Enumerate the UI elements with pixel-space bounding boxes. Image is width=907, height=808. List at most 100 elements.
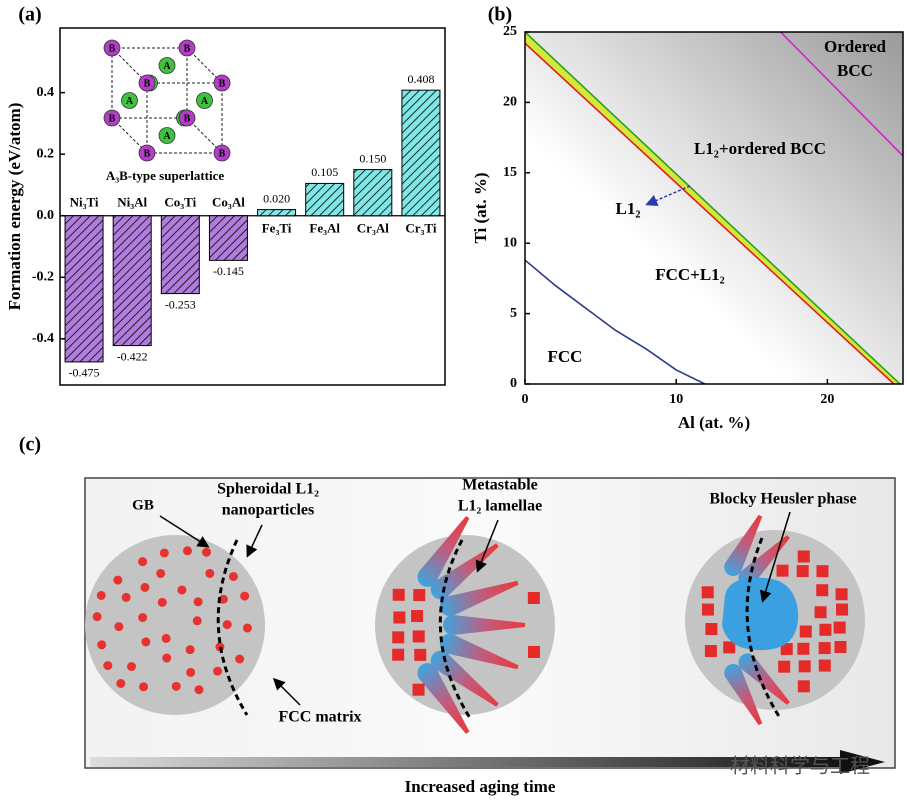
y-tick-label: -0.4 (32, 331, 54, 346)
l12-precipitate (834, 640, 847, 653)
x-axis-title: Al (at. %) (678, 413, 750, 432)
panel-label: (b) (488, 4, 512, 26)
annotation-arrow (645, 185, 691, 206)
atom-label: A (126, 96, 134, 107)
value-label: -0.145 (213, 264, 244, 278)
l12-lamella (738, 535, 790, 587)
fcc-matrix-label: FCC matrix (278, 709, 361, 726)
value-label: -0.422 (117, 349, 148, 363)
value-label: -0.253 (165, 297, 196, 311)
l12-particle (157, 597, 167, 607)
gb-label: GB (132, 497, 154, 513)
l12-particle (202, 547, 212, 557)
atom (158, 57, 176, 74)
metastable-label: L1₂ lamellae (458, 498, 542, 515)
l12-precipitate (392, 648, 405, 661)
grain-boundary (438, 539, 472, 719)
bar (257, 209, 297, 217)
l12-precipitate (818, 659, 831, 672)
l12-precipitate (835, 588, 848, 601)
x-category-label: Fe₃Ti (262, 221, 292, 236)
phase-boundary (525, 32, 901, 384)
y-tick-label: 5 (510, 306, 517, 321)
l12-precipitate (816, 584, 829, 597)
l12-precipitate (413, 589, 426, 602)
l12-particle (161, 633, 171, 643)
panel-label: (a) (18, 4, 41, 26)
x-tick-label: 20 (820, 392, 834, 407)
l12-precipitate (798, 660, 811, 673)
atom-label: A (201, 96, 209, 107)
metastable-label: Metastable (462, 477, 538, 494)
l12-precipitate (797, 680, 810, 693)
l12-lamella (724, 514, 763, 577)
l12-precipitate (701, 603, 714, 616)
annotation-arrow (159, 515, 210, 548)
l12-particle (186, 667, 196, 677)
value-label: 0.020 (263, 191, 290, 205)
panel-label: (c) (19, 434, 41, 456)
l12-particle (96, 590, 106, 600)
l12-particle (192, 616, 202, 626)
l12-particle (92, 612, 102, 622)
l12-particle (138, 557, 148, 567)
plot-frame (59, 27, 446, 386)
l12-lamella (430, 650, 499, 707)
phase-boundary (779, 32, 903, 157)
l12-lamella (417, 516, 470, 587)
atom-label: B (144, 78, 151, 89)
atom (158, 127, 176, 144)
plot-frame (524, 31, 904, 385)
x-category-label: Cr₃Al (357, 221, 389, 236)
l12-particle (218, 594, 228, 604)
l12-precipitate (414, 648, 427, 661)
l12-precipitate (704, 644, 717, 657)
l12-particle (185, 645, 195, 655)
y-tick-label: 15 (503, 165, 517, 180)
l12-particle (103, 661, 113, 671)
l12-particle (121, 592, 131, 602)
annotation-arrow (475, 519, 499, 573)
x-category-label: Co₃Al (212, 195, 245, 210)
plot-area (525, 32, 903, 384)
l12-precipitate (776, 564, 789, 577)
region-label: L1₂ (616, 199, 641, 218)
phase-boundary (525, 259, 706, 384)
bar (112, 215, 152, 347)
l12-precipitate (701, 586, 714, 599)
l12-precipitate (818, 642, 831, 655)
atom (121, 92, 138, 109)
l12-lamella (430, 543, 499, 600)
bar (160, 215, 200, 295)
l12-precipitate (819, 623, 832, 636)
atom-label: A (163, 61, 171, 72)
time-arrow-head (840, 750, 885, 774)
l12-particle (116, 678, 126, 688)
bar (401, 89, 441, 217)
bar (208, 215, 248, 261)
l12-precipitate (412, 630, 425, 643)
x-category-label: Cr₃Ti (405, 221, 436, 236)
l12-precipitate (796, 565, 809, 578)
l12-particle (222, 620, 232, 630)
annotation-arrow (246, 524, 263, 558)
l12-particle (213, 666, 223, 676)
l12-particle (182, 546, 192, 556)
l12-lamella (439, 580, 519, 617)
atom-label: B (219, 78, 226, 89)
l12-particle (162, 653, 172, 663)
l12-precipitate (412, 683, 425, 696)
atom (103, 39, 121, 57)
spheroidal-label: nanoparticles (222, 502, 314, 519)
l12-precipitate (816, 565, 829, 578)
region-label: BCC (837, 61, 873, 80)
l12-precipitate (393, 611, 406, 624)
l12-precipitate (705, 623, 718, 636)
l12-precipitate (392, 588, 405, 601)
l12-particle (159, 548, 169, 558)
l12-lamella (443, 615, 525, 635)
y-axis-title: Ti (at. %) (471, 173, 490, 244)
atom-label: B (219, 148, 226, 159)
